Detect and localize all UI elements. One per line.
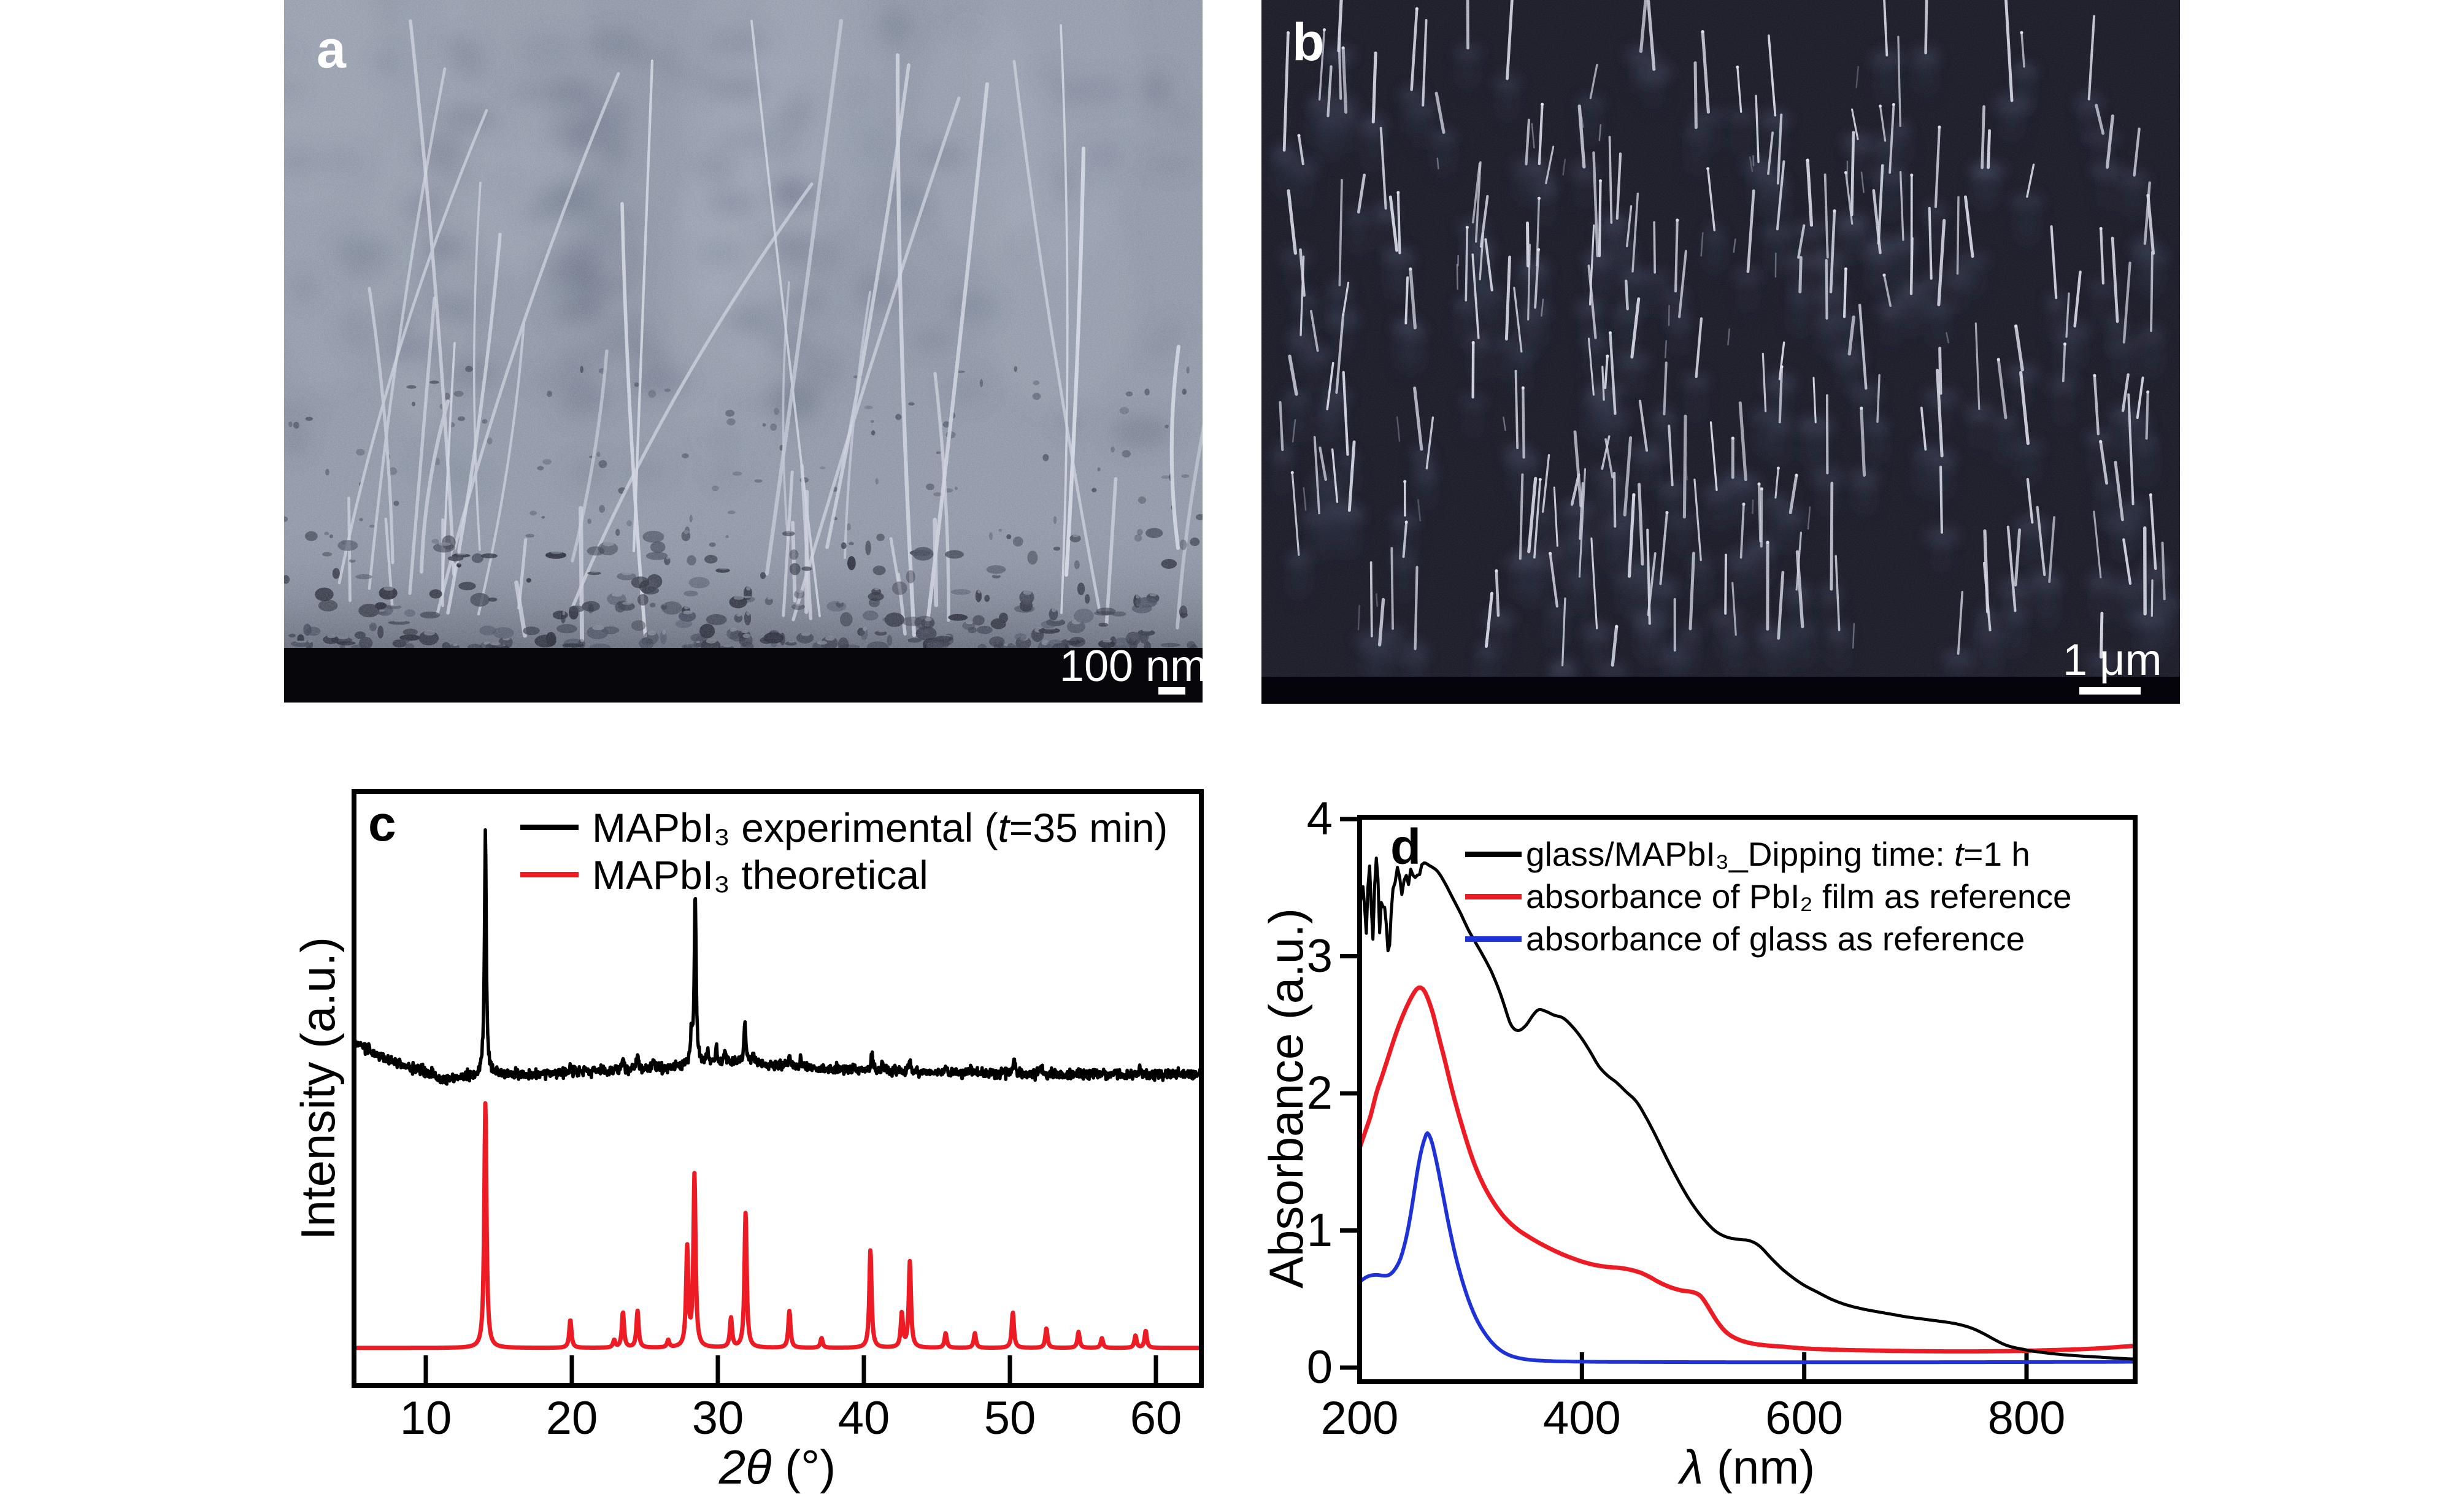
abs-legend: glass/MAPbI₃_Dipping time: t=1 h absorban… [1465,833,2072,960]
panel-d-label: d [1390,822,1421,872]
abs-legend-label: absorbance of glass as reference [1526,922,2025,956]
abs-x-tick [1580,1352,1584,1379]
abs-y-tick [1340,817,1357,822]
abs-x-tick-label: 200 [1298,1395,1421,1442]
abs-x-tick [1802,1352,1806,1379]
abs-y-tick [1340,954,1357,958]
scalebar-a-bar [1158,687,1185,695]
abs-y-tick-label: 0 [1247,1340,1333,1395]
xrd-x-tick-label: 10 [364,1395,487,1442]
panel-b-label: b [1292,16,1325,69]
abs-legend-item: glass/MAPbI₃_Dipping time: t=1 h [1465,833,2072,876]
abs-x-tick-label: 800 [1965,1395,2088,1442]
xrd-x-axis-symbol: 2θ [719,1440,772,1494]
abs-x-axis-unit: (nm) [1717,1440,1815,1494]
abs-legend-item: absorbance of PbI₂ film as reference [1465,876,2072,918]
xrd-x-tick [424,1355,428,1383]
abs-legend-label: absorbance of PbI₂ film as reference [1526,880,2072,914]
xrd-x-tick-label: 30 [656,1395,779,1442]
panel-a-label: a [317,23,346,76]
abs-y-tick [1340,1228,1357,1233]
panel-b-sem-image [1261,0,2180,715]
xrd-x-tick [862,1355,866,1383]
abs-legend-swatch [1465,852,1522,857]
xrd-x-axis-unit: (°) [785,1440,836,1494]
abs-y-tick-label: 4 [1247,791,1333,847]
scalebar-a-text: 100 nm [1057,644,1210,688]
panel-a-sem-image [228,0,1209,703]
xrd-x-tick [716,1355,720,1383]
panel-c-label: c [368,799,396,849]
xrd-theoretical-trace [353,1103,1203,1348]
abs-pbi2-trace [1360,988,2135,1352]
xrd-x-tick [1154,1355,1158,1383]
xrd-legend-swatch [520,825,579,830]
xrd-x-tick [570,1355,574,1383]
xrd-legend: MAPbI₃ experimental (t=35 min) MAPbI₃ the… [520,804,1168,898]
xrd-legend-item: MAPbI₃ theoretical [520,851,1168,898]
abs-x-tick [2025,1352,2029,1379]
xrd-legend-item: MAPbI₃ experimental (t=35 min) [520,804,1168,851]
abs-y-tick-label: 3 [1247,929,1333,984]
xrd-x-axis-title: 2θ (°) [655,1443,900,1491]
abs-y-tick-label: 1 [1247,1203,1333,1258]
xrd-legend-label: MAPbI₃ theoretical [592,855,928,895]
xrd-legend-swatch [520,872,579,877]
abs-y-tick [1340,1366,1357,1370]
abs-y-tick [1340,1092,1357,1096]
abs-legend-swatch [1465,936,1522,942]
scalebar-b-bar [2079,687,2141,695]
abs-legend-item: absorbance of glass as reference [1465,918,2072,960]
xrd-x-tick-label: 40 [803,1395,925,1442]
abs-legend-label: glass/MAPbI₃_Dipping time: t=1 h [1526,837,2030,871]
abs-x-axis-title: λ (nm) [1625,1443,1870,1491]
xrd-x-tick-label: 50 [949,1395,1071,1442]
xrd-x-tick-label: 20 [510,1395,633,1442]
xrd-x-tick [1008,1355,1012,1383]
xrd-legend-label: MAPbI₃ experimental (t=35 min) [592,807,1168,848]
abs-x-tick-label: 400 [1520,1395,1643,1442]
xrd-x-tick-label: 60 [1095,1395,1217,1442]
abs-x-axis-symbol: λ [1680,1440,1703,1494]
xrd-y-axis-title: Intensity (a.u.) [294,937,342,1240]
scalebar-b-text: 1 μm [2063,638,2155,682]
abs-legend-swatch [1465,894,1522,899]
abs-y-tick-label: 2 [1247,1066,1333,1121]
abs-x-tick-label: 600 [1743,1395,1866,1442]
